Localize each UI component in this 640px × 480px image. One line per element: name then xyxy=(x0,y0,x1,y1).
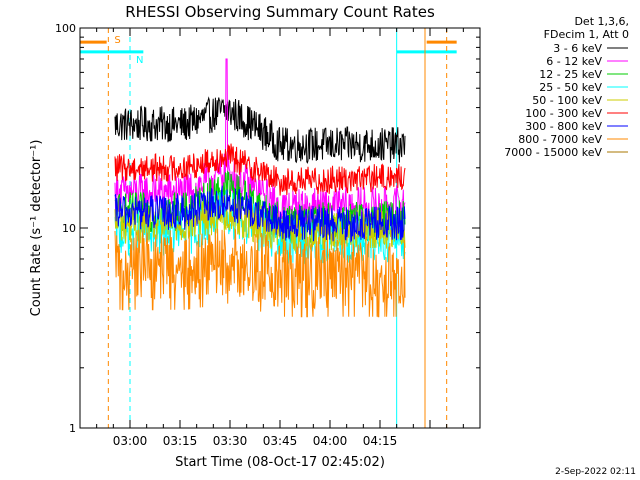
series-line-6-12-kev xyxy=(114,58,406,228)
marker-label-s: S xyxy=(114,35,120,46)
legend-header-line-2: FDecim 1, Att 0 xyxy=(544,28,629,41)
legend-label-6: 100 - 300 keV xyxy=(525,107,602,120)
legend-label-9: 7000 - 15000 keV xyxy=(504,146,602,159)
x-tick-label-0300: 03:00 xyxy=(113,434,148,448)
x-tick-label-0315: 03:15 xyxy=(163,434,198,448)
legend-label-4: 25 - 50 keV xyxy=(539,81,602,94)
y-tick-label-1: 1 xyxy=(69,422,76,435)
series-line-3-6-kev xyxy=(114,96,406,164)
x-tick-label-0330: 03:30 xyxy=(213,434,248,448)
y-tick-label-100: 100 xyxy=(55,22,76,35)
x-tick-label-0415: 04:15 xyxy=(363,434,398,448)
legend-header-line-1: Det 1,3,6, xyxy=(574,15,629,28)
series-line-800-7000-kev xyxy=(114,228,406,318)
series-line-300-800-kev xyxy=(114,185,406,243)
chart-title: RHESSI Observing Summary Count Rates xyxy=(125,3,435,21)
legend-label-7: 300 - 800 keV xyxy=(525,120,602,133)
y-tick-label-10: 10 xyxy=(62,222,76,235)
footer-timestamp: 2-Sep-2022 02:11 xyxy=(555,467,636,477)
x-axis-label: Start Time (08-Oct-17 02:45:02) xyxy=(175,455,385,470)
y-axis-label: Count Rate (s⁻¹ detector⁻¹) xyxy=(29,140,44,317)
legend-label-2: 6 - 12 keV xyxy=(546,55,602,68)
legend-label-5: 50 - 100 keV xyxy=(532,94,602,107)
plot-area: SN xyxy=(80,28,457,428)
x-tick-label-0400: 04:00 xyxy=(313,434,348,448)
legend-label-8: 800 - 7000 keV xyxy=(518,133,602,146)
x-tick-label-0345: 03:45 xyxy=(263,434,298,448)
series-line-100-300-kev xyxy=(114,143,406,196)
legend-label-1: 3 - 6 keV xyxy=(553,42,602,55)
legend-label-3: 12 - 25 keV xyxy=(539,68,602,81)
marker-label-n: N xyxy=(136,55,143,66)
axes: 1 10 100 03:00 03:15 03:30 03:45 04:00 04:15 xyxy=(55,22,481,448)
